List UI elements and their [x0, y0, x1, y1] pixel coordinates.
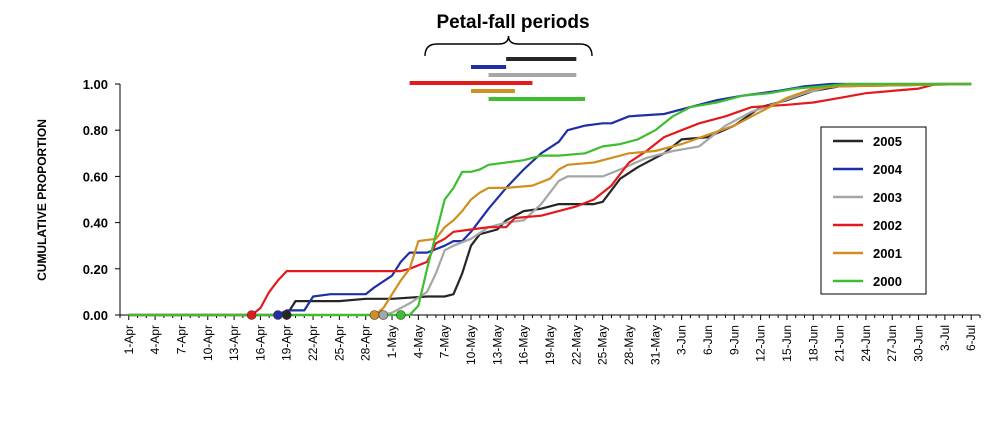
- x-tick-label: 31-May: [648, 325, 662, 365]
- petal-fall-period-bars: [409, 57, 586, 101]
- x-tick-label: 18-Jun: [806, 325, 820, 362]
- y-tick-label: 1.00: [83, 77, 108, 92]
- x-tick-label: 19-Apr: [280, 325, 294, 361]
- y-tick-label: 0.80: [83, 123, 108, 138]
- x-tick-label: 1-Apr: [122, 325, 136, 354]
- x-tick-label: 7-May: [438, 325, 452, 358]
- legend-label-2002: 2002: [873, 218, 902, 233]
- y-tick-label: 0.20: [83, 262, 108, 277]
- x-tick-label: 6-Jul: [964, 325, 978, 351]
- x-tick-label: 30-Jun: [912, 325, 926, 362]
- x-tick-label: 16-Apr: [253, 325, 267, 361]
- x-tick-label: 27-Jun: [885, 325, 899, 362]
- start-markers: [246, 310, 406, 320]
- start-marker-2000: [396, 310, 406, 320]
- legend: 2005 2004 2003 2002 2001 2000: [820, 126, 927, 295]
- x-tick-label: 16-May: [517, 325, 531, 365]
- x-tick-label: 15-Jun: [780, 325, 794, 362]
- x-tick-label: 9-Jun: [727, 325, 741, 355]
- legend-label-2001: 2001: [873, 246, 902, 261]
- series-lines: [128, 82, 972, 317]
- x-tick-label: 25-May: [596, 325, 610, 365]
- axes: 0.00 0.20 0.40 0.60 0.80 1.00 1-Apr 4-Apr 7-Apr 1…: [83, 77, 981, 365]
- x-tick-label: 21-Jun: [833, 325, 847, 362]
- series-line-2002: [128, 82, 972, 317]
- series-line-2003: [128, 82, 972, 317]
- series-line-2000: [128, 82, 972, 317]
- chart-title: Petal-fall periods: [436, 12, 589, 33]
- x-tick-label: 4-Apr: [148, 325, 162, 354]
- x-tick-label: 25-Apr: [332, 325, 346, 361]
- x-tick-label: 3-Jul: [938, 325, 952, 351]
- x-tick-label: 13-Apr: [227, 325, 241, 361]
- legend-label-2004: 2004: [873, 162, 903, 177]
- x-tick-label: 4-May: [411, 325, 425, 358]
- legend-label-2000: 2000: [873, 274, 902, 289]
- x-tick-label: 3-Jun: [675, 325, 689, 355]
- y-axis-title: CUMULATIVE PROPORTION: [35, 119, 49, 281]
- legend-label-2003: 2003: [873, 190, 902, 205]
- y-tick-label: 0.00: [83, 308, 108, 323]
- start-marker-2002: [246, 310, 257, 320]
- y-tick-label: 0.60: [83, 169, 108, 184]
- start-marker-2003: [378, 310, 389, 320]
- y-tick-label: 0.40: [83, 216, 108, 231]
- x-tick-label: 24-Jun: [859, 325, 873, 362]
- x-tick-label: 6-Jun: [701, 325, 715, 355]
- series-line-2001: [128, 82, 972, 317]
- x-tick-label: 22-May: [569, 325, 583, 365]
- legend-box: [820, 126, 927, 295]
- start-marker-2004: [273, 310, 283, 320]
- x-tick-label: 28-Apr: [359, 325, 373, 361]
- x-tick-label: 1-May: [385, 325, 399, 358]
- x-tick-label: 10-Apr: [201, 325, 215, 361]
- x-tick-label: 28-May: [622, 325, 636, 365]
- x-tick-label: 7-Apr: [174, 325, 188, 354]
- start-marker-2001: [369, 310, 380, 320]
- x-tick-label: 12-Jun: [754, 325, 768, 362]
- x-tick-label: 13-May: [490, 325, 504, 365]
- start-marker-2005: [281, 310, 292, 320]
- petal-fall-brace: [424, 35, 593, 57]
- series-line-2004: [128, 82, 972, 317]
- x-tick-label: 19-May: [543, 325, 557, 365]
- x-tick-label: 10-May: [464, 325, 478, 365]
- legend-label-2005: 2005: [873, 134, 902, 149]
- x-tick-label: 22-Apr: [306, 325, 320, 361]
